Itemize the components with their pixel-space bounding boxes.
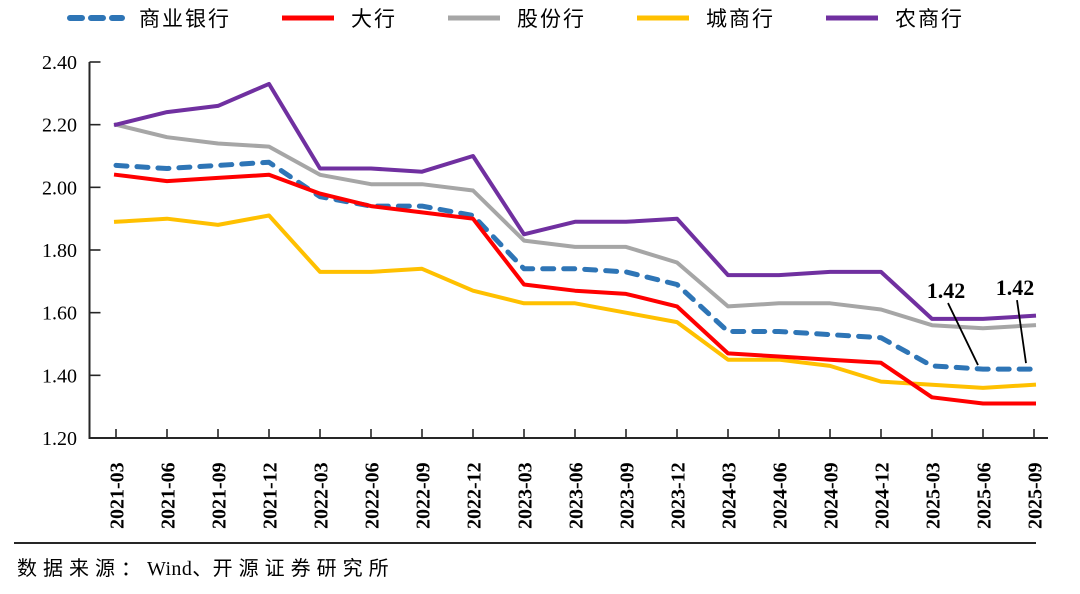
annotation-leader-line (1016, 299, 1027, 364)
legend-label-1: 大行 (351, 7, 397, 31)
legend-label-0: 商业银行 (139, 7, 231, 31)
legend-swatch-0 (66, 10, 126, 28)
y-tick-label: 1.40 (42, 365, 77, 387)
x-tick-label: 2022-06 (362, 462, 384, 529)
x-tick-label: 2023-09 (617, 462, 639, 529)
legend-label-4: 农商行 (895, 7, 964, 31)
y-tick-label: 2.20 (42, 115, 77, 137)
x-tick-label: 2022-09 (413, 462, 435, 529)
legend-item-1: 大行 (278, 6, 397, 32)
x-tick-label: 2022-12 (464, 462, 486, 529)
data-source-wind: Wind、 (147, 558, 213, 580)
x-tick-label: 2025-03 (923, 462, 945, 529)
legend-swatch-4 (822, 10, 882, 28)
series-line-0 (113, 159, 1037, 372)
legend-item-2: 股份行 (444, 6, 586, 32)
chart-plot: 2.40 2.20 2.00 1.80 1.60 1.40 1.20 2021-03 2021-… (42, 52, 1048, 529)
x-tick-label: 2024-03 (719, 462, 741, 529)
x-tick-label: 2023-03 (515, 462, 537, 529)
legend: 商业银行 大行 股份行 城商行 农商行 (66, 6, 964, 32)
x-tick-label: 2024-09 (821, 462, 843, 529)
legend-swatch-2 (444, 10, 504, 28)
x-tick-label: 2021-09 (209, 462, 231, 529)
x-tick-label: 2023-12 (668, 462, 690, 529)
data-source-text: 数据来源：Wind、开源证券研究所 (17, 552, 395, 581)
x-tick-label: 2024-06 (770, 462, 792, 529)
legend-label-3: 城商行 (706, 7, 775, 31)
x-tick-label: 2021-12 (260, 462, 282, 529)
footer-divider (14, 542, 1036, 544)
x-tick-label: 2023-06 (566, 462, 588, 529)
annotation-label: 1.42 (996, 275, 1035, 300)
y-tick-label: 1.20 (42, 428, 77, 450)
annotation-label: 1.42 (927, 278, 966, 303)
series-line-2 (113, 122, 1037, 331)
y-tick-label: 2.00 (42, 177, 77, 199)
x-tick-label: 2021-03 (107, 462, 129, 529)
y-tick-label: 1.80 (42, 240, 77, 262)
legend-swatch-3 (633, 10, 693, 28)
y-tick-label: 2.40 (42, 52, 77, 74)
legend-item-0: 商业银行 (66, 6, 231, 32)
series-line-4 (113, 81, 1037, 321)
x-tick-label: 2025-09 (1025, 462, 1047, 529)
series-line-1 (113, 172, 1036, 406)
y-tick-label: 1.60 (42, 303, 77, 325)
series-line-3 (113, 213, 1037, 390)
x-tick-label: 2022-03 (311, 462, 333, 529)
legend-swatch-1 (278, 10, 338, 28)
data-source-label: 数据来源： (17, 558, 147, 580)
annotation-leader-line (947, 302, 979, 366)
legend-item-3: 城商行 (633, 6, 775, 32)
x-tick-label: 2021-06 (158, 462, 180, 529)
legend-label-2: 股份行 (517, 7, 586, 31)
data-source-institute: 开源证券研究所 (212, 558, 395, 580)
legend-item-4: 农商行 (822, 6, 964, 32)
x-tick-label: 2025-06 (974, 462, 996, 529)
x-tick-label: 2024-12 (872, 462, 894, 529)
